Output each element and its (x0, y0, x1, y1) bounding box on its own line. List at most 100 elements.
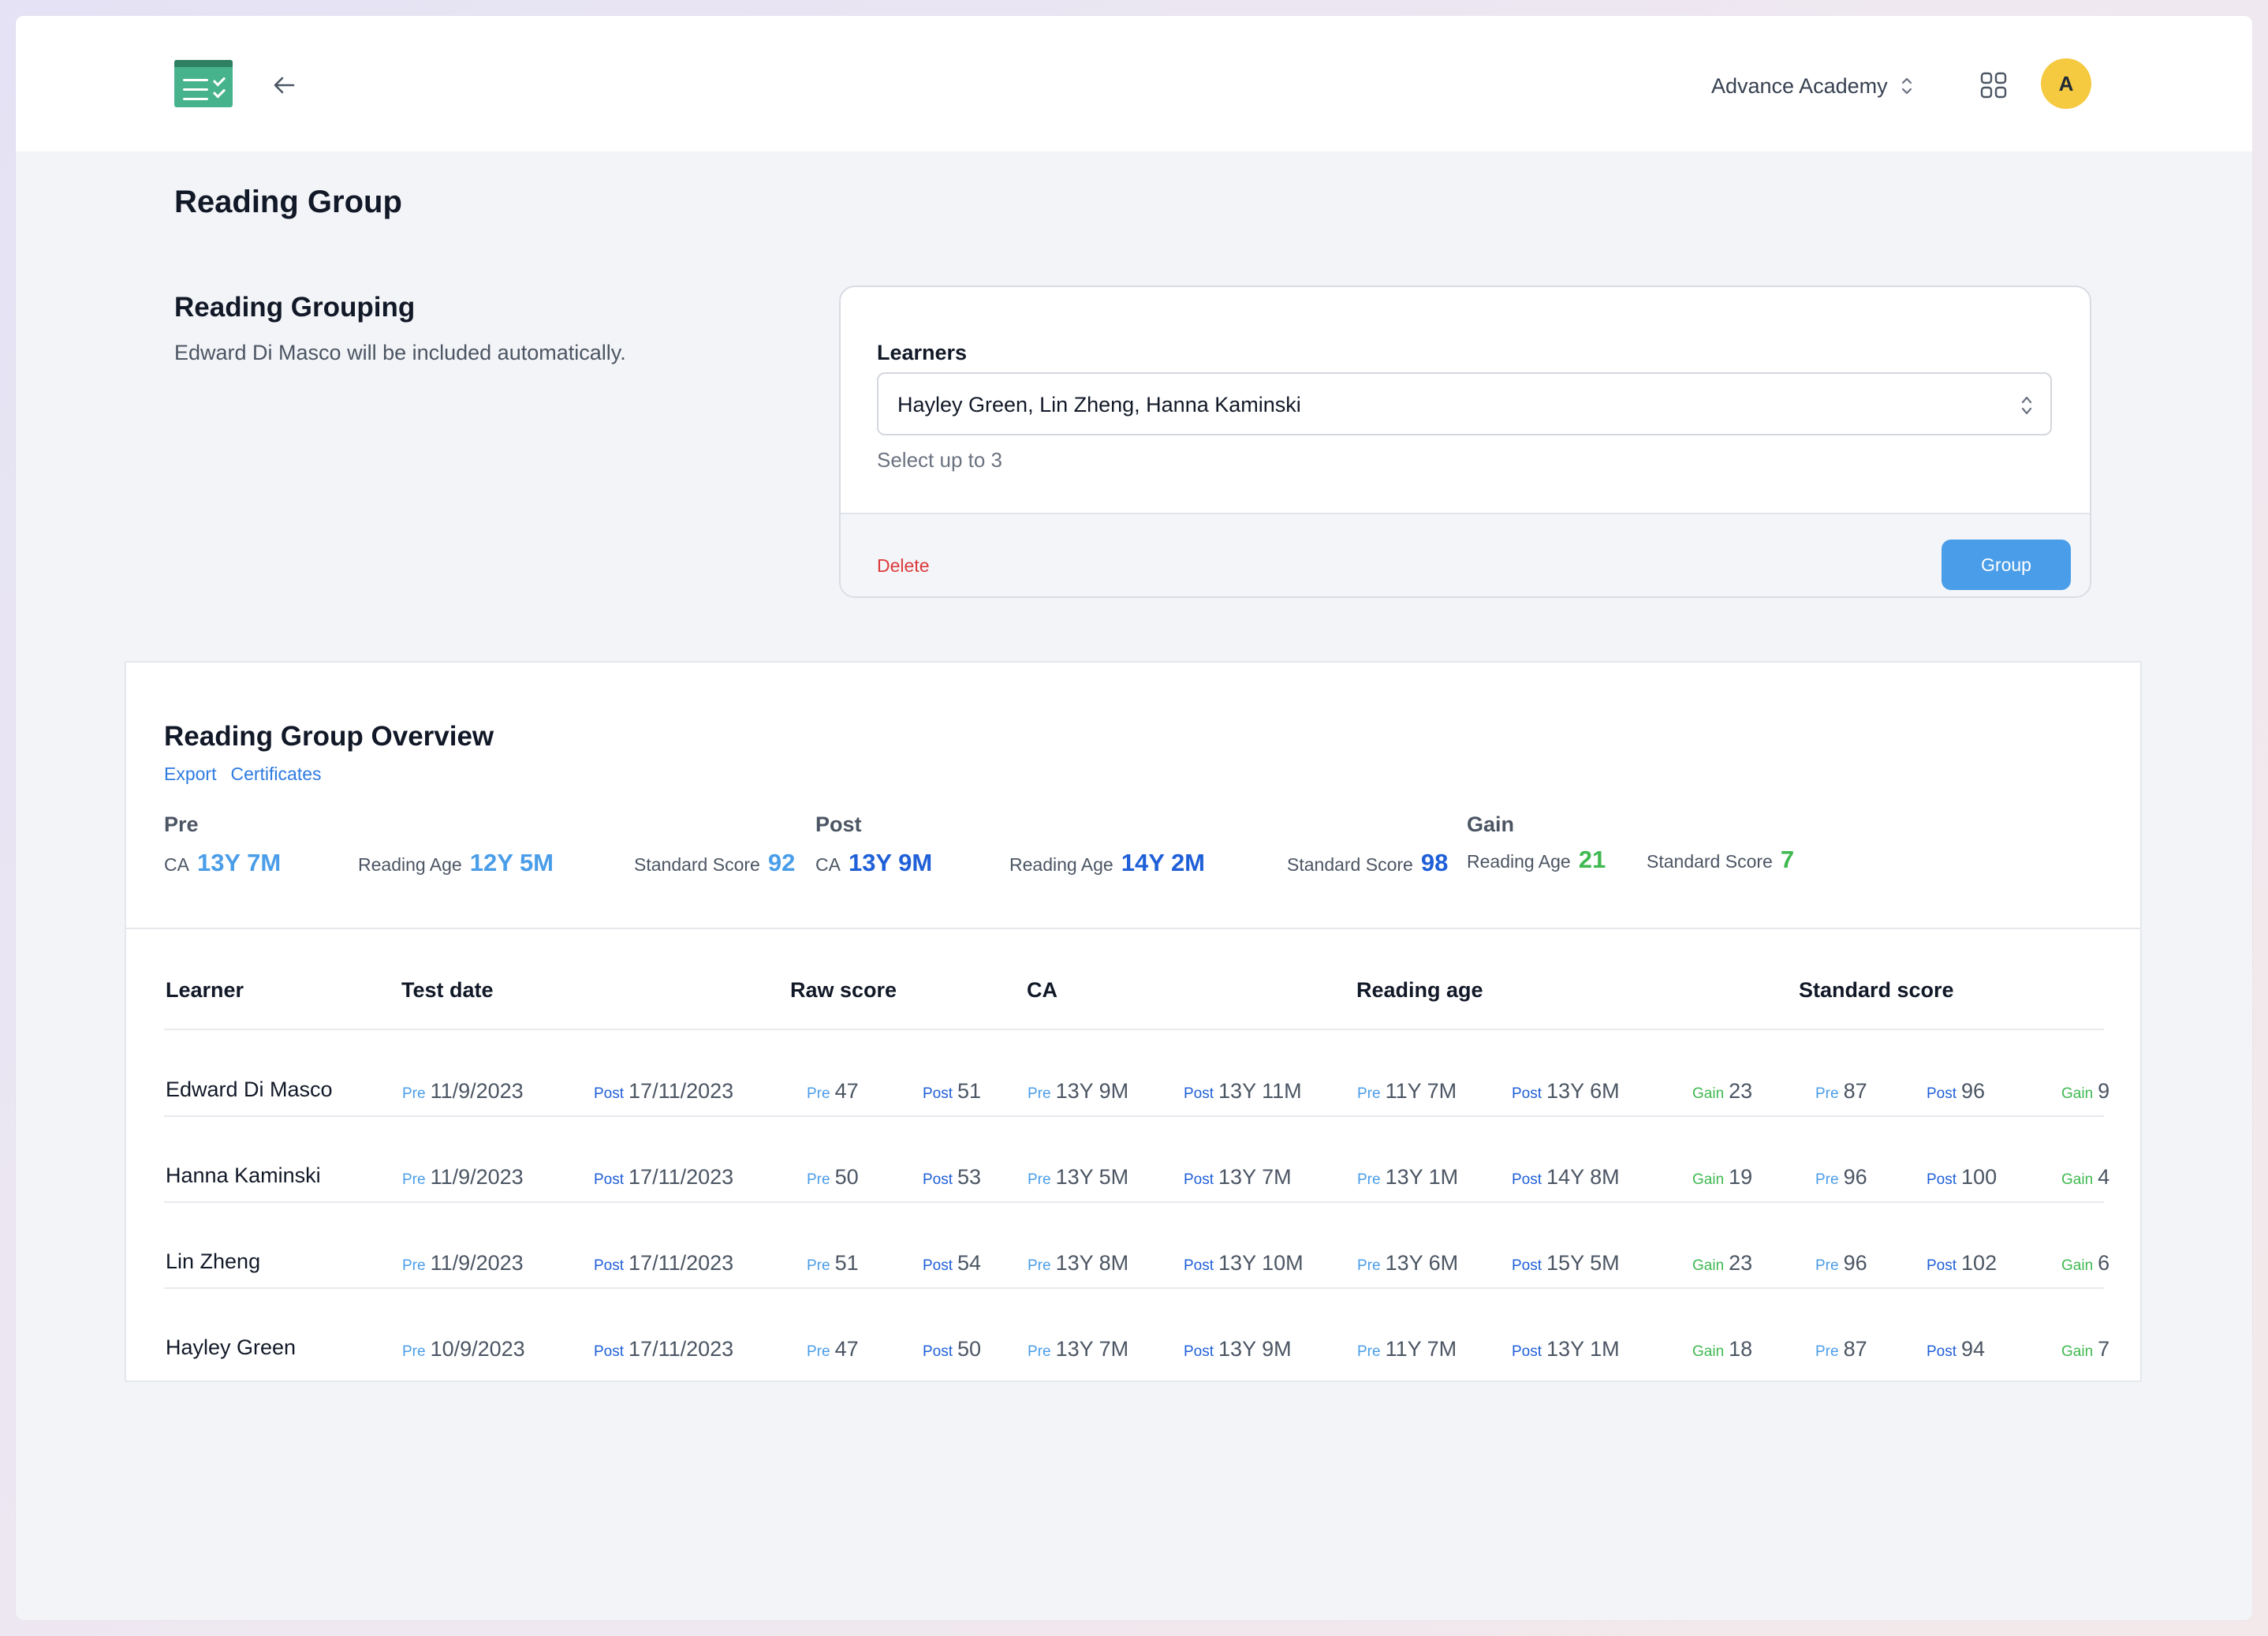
post-tag: Post (1927, 1085, 1957, 1102)
pre-tag: Pre (1815, 1257, 1839, 1274)
reading-age-post-value: 14Y 8M (1546, 1165, 1620, 1189)
post-tag: Post (923, 1257, 953, 1274)
post-tag: Post (594, 1085, 625, 1102)
pre-tag: Pre (402, 1085, 426, 1102)
standard-score-pre-cell: Pre 96 (1815, 1165, 1867, 1190)
ca-post-value: 13Y 7M (1218, 1165, 1292, 1189)
back-button[interactable] (268, 71, 300, 99)
gain-standard-score-label: Standard Score (1647, 851, 1773, 872)
pre-tag: Pre (1028, 1343, 1051, 1360)
pre-reading-age-label: Reading Age (358, 854, 462, 875)
raw-score-pre-value: 51 (834, 1251, 859, 1275)
raw-score-pre-cell: Pre 51 (807, 1251, 859, 1276)
reading-age-pre-cell: Pre 13Y 1M (1357, 1165, 1458, 1190)
page-title: Reading Group (174, 185, 402, 219)
post-tag: Post (1512, 1171, 1542, 1188)
grouping-description: Edward Di Masco will be included automat… (174, 341, 626, 364)
grouping-card: Learners Hayley Green, Lin Zheng, Hanna … (839, 286, 2091, 598)
learners-select-value: Hayley Green, Lin Zheng, Hanna Kaminski (897, 393, 1301, 416)
user-avatar[interactable]: A (2041, 58, 2091, 109)
ca-pre-value: 13Y 5M (1055, 1165, 1129, 1189)
test-date-pre-value: 10/9/2023 (430, 1337, 525, 1361)
pre-tag: Pre (1815, 1085, 1839, 1102)
standard-score-post-value: 96 (1961, 1079, 1986, 1103)
learners-help-text: Select up to 3 (877, 448, 1002, 472)
delete-button[interactable]: Delete (877, 555, 930, 576)
ca-post-cell: Post 13Y 7M (1184, 1165, 1292, 1190)
standard-score-gain-cell: Gain 7 (2061, 1337, 2109, 1361)
pre-tag: Pre (1357, 1257, 1381, 1274)
pre-standard-score-summary: Standard Score 92 (634, 849, 795, 877)
standard-score-post-value: 102 (1961, 1251, 1998, 1275)
post-ca-summary: CA 13Y 9M (815, 849, 932, 877)
pre-tag: Pre (1815, 1171, 1839, 1188)
chevron-up-down-icon (1901, 77, 1912, 95)
reading-age-gain-value: 23 (1729, 1079, 1753, 1103)
reading-age-pre-value: 13Y 6M (1385, 1251, 1459, 1275)
standard-score-pre-value: 87 (1843, 1337, 1867, 1361)
certificates-link[interactable]: Certificates (230, 764, 322, 784)
test-date-post-cell: Post 17/11/2023 (594, 1251, 733, 1276)
pre-tag: Pre (402, 1257, 426, 1274)
ca-pre-cell: Pre 13Y 7M (1028, 1337, 1128, 1361)
ca-pre-value: 13Y 9M (1055, 1079, 1129, 1103)
reading-age-pre-cell: Pre 13Y 6M (1357, 1251, 1458, 1276)
standard-score-gain-value: 6 (2098, 1251, 2110, 1275)
overview-divider (126, 928, 2140, 929)
reading-age-gain-value: 23 (1729, 1251, 1753, 1275)
column-header-ca: CA (1027, 978, 1058, 1002)
reading-age-gain-cell: Gain 19 (1692, 1165, 1752, 1190)
post-tag: Post (1184, 1257, 1214, 1274)
test-date-post-value: 17/11/2023 (629, 1337, 734, 1361)
pre-standard-score-value: 92 (767, 849, 796, 876)
learners-select[interactable]: Hayley Green, Lin Zheng, Hanna Kaminski (877, 372, 2052, 435)
reading-age-gain-cell: Gain 18 (1692, 1337, 1752, 1361)
gain-tag: Gain (2061, 1257, 2094, 1274)
overview-panel: Reading Group Overview Export Certificat… (125, 661, 2142, 1382)
test-date-post-value: 17/11/2023 (629, 1251, 734, 1275)
test-date-post-cell: Post 17/11/2023 (594, 1165, 733, 1190)
overview-links: Export Certificates (164, 764, 322, 785)
standard-score-pre-value: 87 (1843, 1079, 1867, 1103)
post-standard-score-summary: Standard Score 98 (1287, 849, 1448, 877)
learner-name: Edward Di Masco (166, 1078, 333, 1101)
gain-reading-age-label: Reading Age (1467, 851, 1571, 872)
reading-age-post-value: 13Y 1M (1546, 1337, 1620, 1361)
reading-age-post-cell: Post 15Y 5M (1512, 1251, 1620, 1276)
test-date-pre-value: 11/9/2023 (430, 1165, 524, 1189)
export-link[interactable]: Export (164, 764, 217, 784)
reading-age-pre-value: 13Y 1M (1385, 1165, 1459, 1189)
post-reading-age-value: 14Y 2M (1121, 849, 1206, 876)
gain-tag: Gain (1692, 1171, 1725, 1188)
post-reading-age-summary: Reading Age 14Y 2M (1009, 849, 1205, 877)
reading-age-pre-cell: Pre 11Y 7M (1357, 1337, 1457, 1361)
organisation-selector[interactable]: Advance Academy (1711, 66, 1913, 106)
gain-tag: Gain (1692, 1257, 1725, 1274)
organisation-name: Advance Academy (1711, 73, 1888, 98)
checklist-logo-icon[interactable] (174, 60, 233, 107)
pre-standard-score-label: Standard Score (634, 854, 760, 875)
test-date-pre-cell: Pre 11/9/2023 (402, 1165, 524, 1190)
apps-menu-button[interactable] (1978, 69, 2009, 101)
test-date-pre-value: 11/9/2023 (430, 1251, 524, 1275)
ca-post-cell: Post 13Y 11M (1184, 1079, 1302, 1104)
gain-tag: Gain (1692, 1085, 1725, 1102)
standard-score-gain-cell: Gain 4 (2061, 1165, 2109, 1190)
standard-score-pre-cell: Pre 96 (1815, 1251, 1867, 1276)
group-button[interactable]: Group (1942, 540, 2071, 590)
post-tag: Post (594, 1343, 625, 1360)
top-bar: Advance Academy A (16, 16, 2252, 151)
ca-pre-cell: Pre 13Y 5M (1028, 1165, 1128, 1190)
post-ca-value: 13Y 9M (848, 849, 933, 876)
column-header-learner: Learner (166, 978, 244, 1002)
test-date-pre-cell: Pre 11/9/2023 (402, 1079, 524, 1104)
ca-post-cell: Post 13Y 10M (1184, 1251, 1304, 1276)
post-tag: Post (1927, 1171, 1957, 1188)
pre-ca-summary: CA 13Y 7M (164, 849, 281, 877)
post-summary-heading: Post (815, 812, 862, 836)
standard-score-post-cell: Post 100 (1927, 1165, 1997, 1190)
pre-tag: Pre (807, 1171, 830, 1188)
raw-score-post-cell: Post 50 (923, 1337, 981, 1361)
post-standard-score-label: Standard Score (1287, 854, 1413, 875)
test-date-post-cell: Post 17/11/2023 (594, 1337, 733, 1361)
